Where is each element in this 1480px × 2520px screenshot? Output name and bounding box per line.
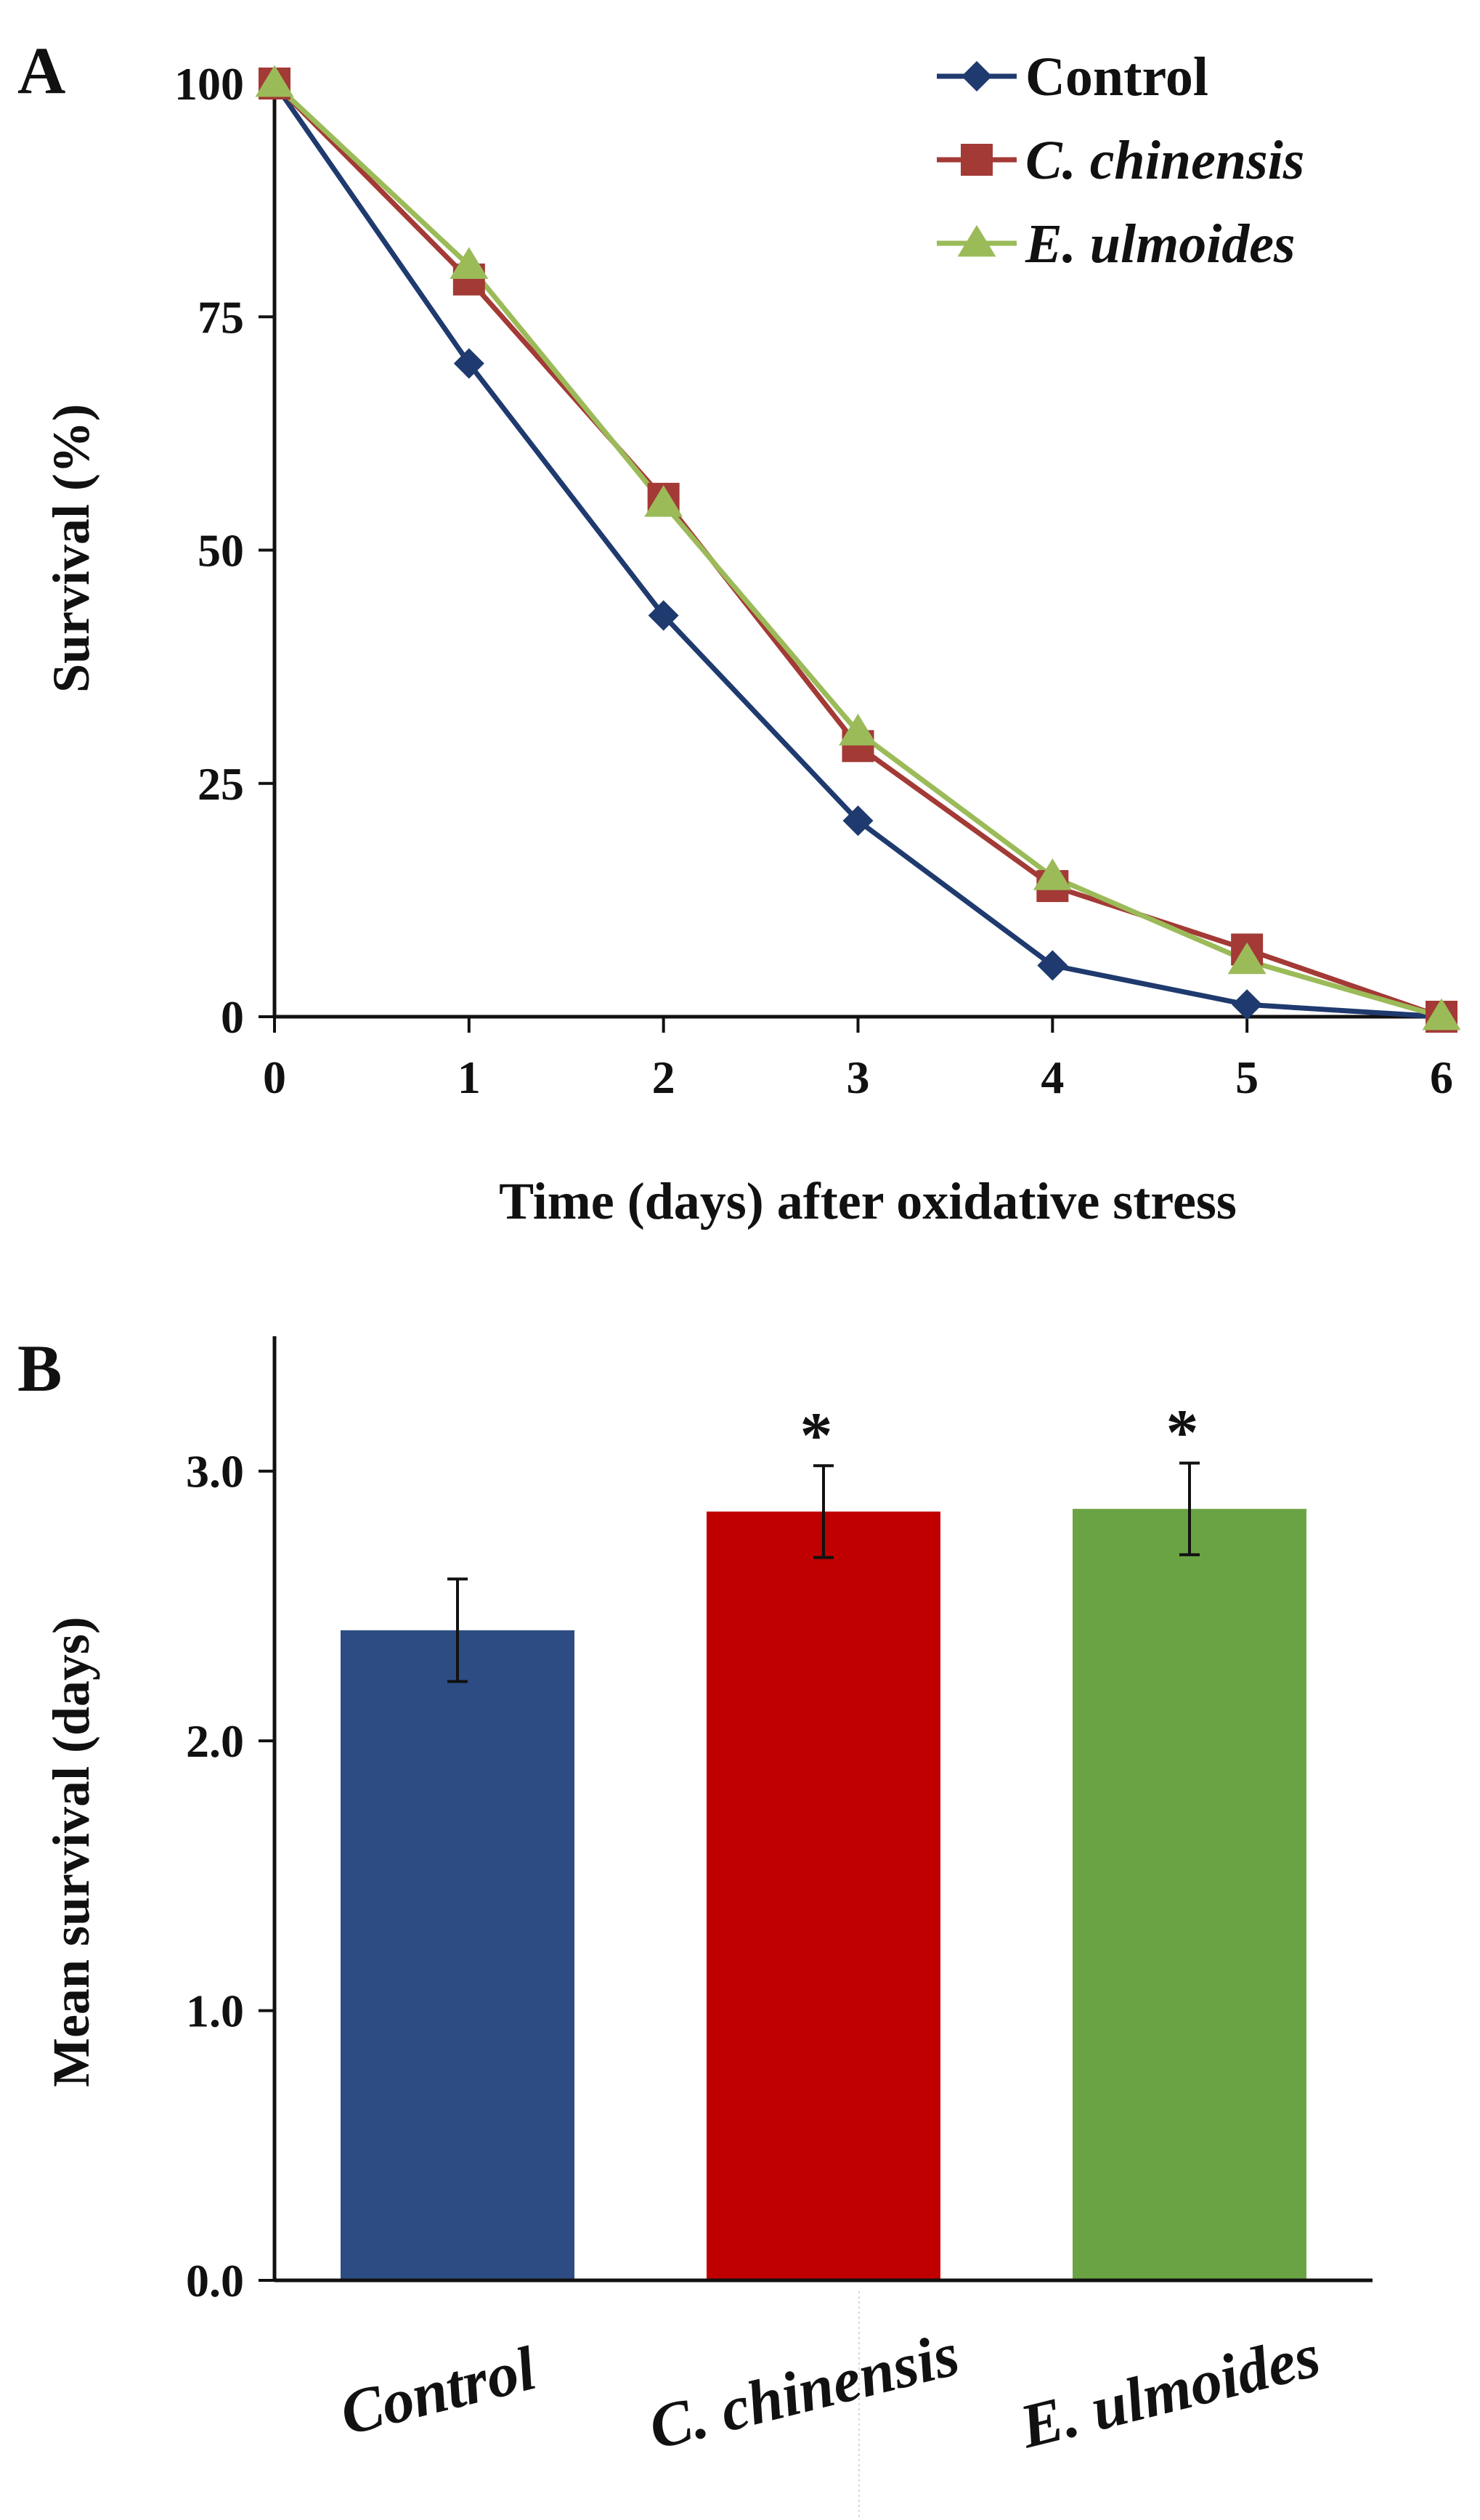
panel-b-axes: 0.0 1.0 2.0 3.0	[186, 1336, 1373, 2306]
series-3-point	[1227, 942, 1266, 975]
series-1-point	[1037, 950, 1068, 981]
series-1-point	[648, 600, 679, 631]
category-label-3: E. ulmoides	[1012, 2320, 1326, 2461]
panel-a-y-axis-title: Survival (%)	[42, 404, 100, 693]
legend-marker-2	[961, 144, 993, 176]
panel-a-x-tick-label: 5	[1235, 1052, 1259, 1103]
series-1-point	[1232, 989, 1263, 1020]
series-1-point	[453, 348, 484, 379]
panel-a-line-chart: A Survival (%) Time (days) after oxidati…	[17, 33, 1461, 1230]
legend-label-2: C. chinensis	[1025, 130, 1304, 191]
panel-a-y-tick-label: 75	[198, 291, 244, 343]
series-3-point	[450, 247, 489, 279]
series-1-point	[842, 805, 874, 837]
bar-2	[707, 1511, 940, 2280]
panel-a-legend: Control C. chinensis E. ulmoides	[937, 46, 1304, 275]
panel-a-y-tick-label: 0	[221, 991, 244, 1043]
category-label-2: C. chinensis	[642, 2319, 965, 2463]
panel-b-y-tick-label: 0.0	[186, 2255, 244, 2306]
panel-a-y-tick-label: 25	[198, 758, 244, 810]
bar-1	[341, 1630, 574, 2280]
panel-a-x-tick-label: 4	[1041, 1052, 1064, 1103]
panel-b-y-axis-title: Mean survival (days)	[42, 1617, 100, 2087]
panel-b-y-tick-label: 1.0	[186, 1985, 244, 2037]
series-3-point	[1422, 998, 1461, 1031]
panel-b-bar-chart: B Mean survival (days) Control * C. chinen…	[17, 1331, 1373, 2520]
series-3-point	[1033, 858, 1072, 890]
category-label-1: Control	[333, 2333, 542, 2448]
series-3-point	[255, 65, 294, 97]
legend-marker-1	[961, 61, 992, 92]
panel-b-label: B	[17, 1331, 62, 1405]
legend-marker-3	[957, 224, 996, 257]
panel-a-y-tick-label: 100	[174, 58, 244, 110]
panel-b-bars: Control * C. chinensis * E. ulmoides	[333, 1397, 1326, 2463]
panel-a-y-tick-label: 50	[198, 525, 244, 577]
panel-b-y-tick-label: 3.0	[186, 1446, 244, 1497]
panel-a-label: A	[17, 33, 65, 107]
series-3-point	[644, 484, 683, 517]
panel-a-x-tick-label: 1	[458, 1052, 481, 1103]
panel-b-y-tick-label: 2.0	[186, 1715, 244, 1767]
legend-label-3: E. ulmoides	[1025, 214, 1296, 275]
significance-marker-2: *	[800, 1399, 833, 1471]
panel-a-x-tick-label: 6	[1430, 1052, 1453, 1103]
panel-a-x-tick-label: 3	[847, 1052, 870, 1103]
panel-a-x-axis-title: Time (days) after oxidative stress	[499, 1172, 1237, 1230]
panel-a-x-tick-label: 2	[652, 1052, 675, 1103]
panel-a-series	[255, 65, 1461, 1033]
panel-a-axes: 0 25 50 75 100 0 1 2 3 4 5 6	[174, 58, 1453, 1103]
legend-label-1: Control	[1025, 46, 1208, 107]
bar-3	[1073, 1508, 1306, 2280]
series-3-point	[839, 713, 877, 746]
significance-marker-3: *	[1166, 1397, 1199, 1469]
panel-a-x-tick-label: 0	[263, 1052, 286, 1103]
